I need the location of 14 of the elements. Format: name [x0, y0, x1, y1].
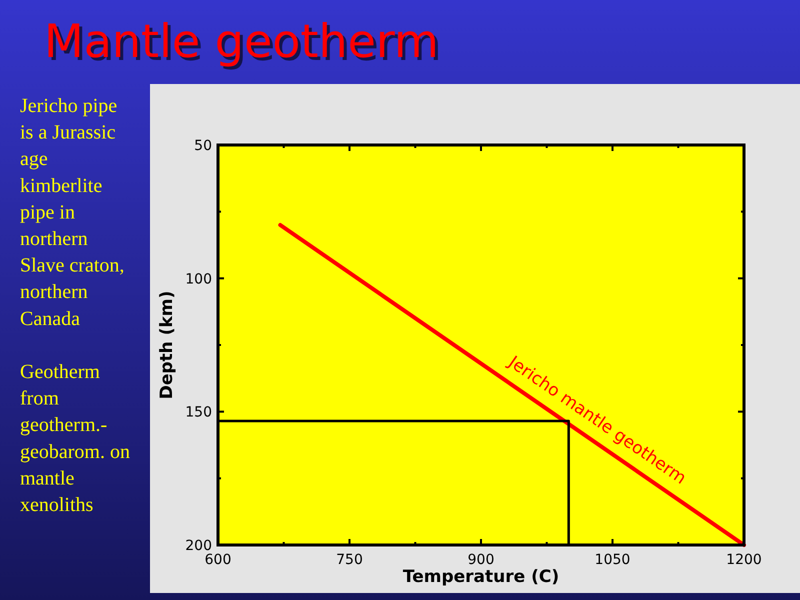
text: Geotherm from geotherm.- geobarom. on mantle xenoliths	[20, 361, 130, 516]
x-tick-label: 900	[468, 552, 494, 568]
x-tick-label: 1200	[726, 552, 762, 568]
x-tick-label: 600	[204, 552, 232, 568]
x-tick-label: 1050	[594, 552, 630, 568]
text: Jericho pipe is a Jurassic age kimberlite pipe in northern Slave craton, northern Canada	[20, 95, 124, 330]
chart-title: Mantle geotherm	[47, 17, 442, 71]
y-tick-label: 200	[185, 538, 212, 554]
y-tick-label: 100	[185, 271, 212, 288]
y-tick-label: 50	[194, 138, 212, 154]
y-axis-title: Depth (km)	[157, 290, 177, 400]
x-axis-title: Temperature (C)	[402, 567, 560, 587]
y-tick-label: 150	[185, 404, 212, 421]
x-tick-label: 750	[336, 552, 363, 568]
